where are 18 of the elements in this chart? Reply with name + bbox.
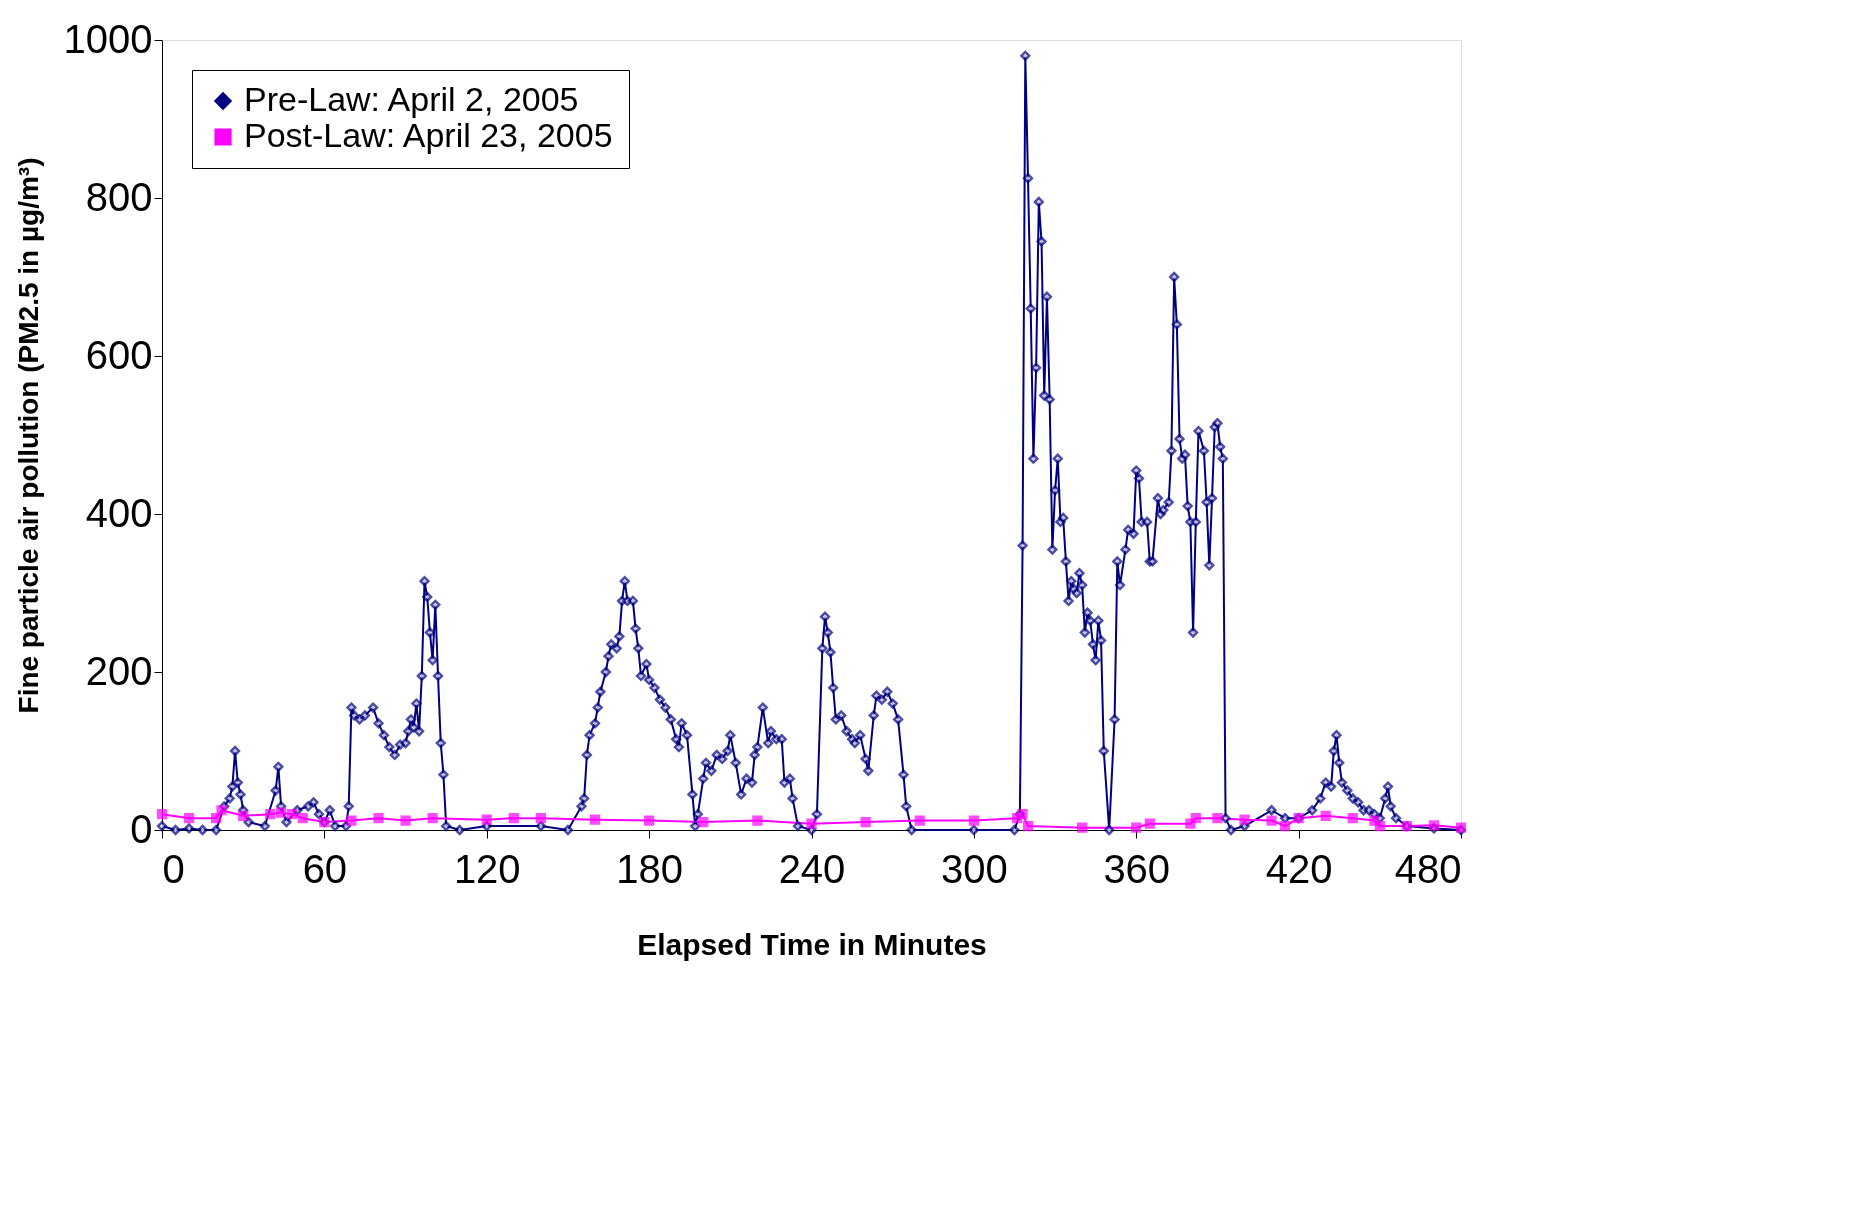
y-tick-label: 0 xyxy=(130,806,153,851)
y-tick-label: 600 xyxy=(85,332,153,377)
y-tick-label: 1000 xyxy=(63,16,153,61)
y-tick-label: 800 xyxy=(85,174,153,219)
x-tick-label: 300 xyxy=(941,846,1008,891)
x-tick-label: 360 xyxy=(1103,846,1171,891)
x-tick-label: 480 xyxy=(1394,846,1462,891)
y-axis-title: Fine particle air pollution (PM2.5 in µg/m³) xyxy=(12,157,44,714)
x-tick-label: 420 xyxy=(1265,846,1333,891)
x-tick-label: 120 xyxy=(453,846,521,891)
legend-label: Pre-Law: April 2, 2005 xyxy=(244,80,579,118)
x-tick-label: 240 xyxy=(778,846,846,891)
x-tick-label: 0 xyxy=(162,846,185,891)
y-tick-label: 200 xyxy=(85,648,153,693)
x-tick-label: 180 xyxy=(616,846,683,891)
x-tick-label: 60 xyxy=(302,846,348,891)
y-tick-label: 400 xyxy=(85,490,153,535)
x-axis-title: Elapsed Time in Minutes xyxy=(637,927,987,961)
